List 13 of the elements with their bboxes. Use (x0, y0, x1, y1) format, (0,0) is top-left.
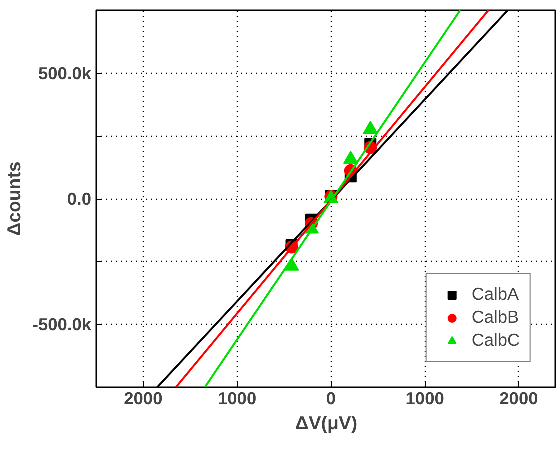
y-tick-label: 0.0 (67, 189, 92, 209)
x-tick-label: 0 (326, 388, 336, 408)
legend-label: CalbC (472, 330, 520, 351)
x-tick-label: 1000 (406, 388, 444, 408)
y-tick-label: -500.0k (32, 314, 92, 335)
x-axis-title: ΔV(μV) (295, 412, 358, 434)
legend-label: CalbA (472, 284, 520, 305)
y-tick-label: 500.0k (38, 63, 92, 84)
y-axis-title: Δcounts (4, 162, 25, 236)
x-tick-label: 1000 (218, 388, 257, 408)
legend-label: CalbB (472, 307, 520, 328)
x-tick-label: 2000 (500, 388, 538, 408)
x-tick-label: 2000 (124, 388, 163, 408)
